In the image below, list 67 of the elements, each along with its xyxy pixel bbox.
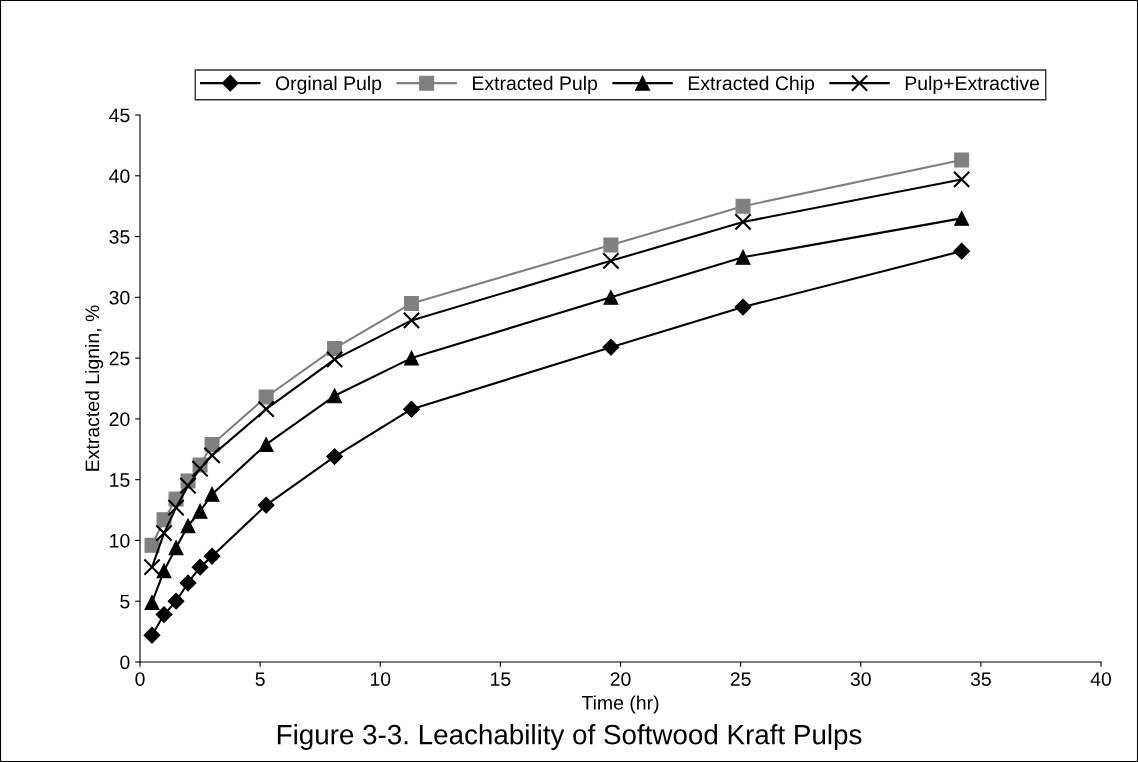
point <box>953 242 971 260</box>
point <box>167 592 185 610</box>
y-tick-label: 5 <box>120 594 130 609</box>
point <box>954 152 970 168</box>
legend-label: Pulp+Extractive <box>905 75 1040 94</box>
point <box>734 213 752 231</box>
point <box>258 389 274 405</box>
legend-label: Extracted Pulp <box>473 75 598 94</box>
point <box>402 311 421 330</box>
point <box>602 252 620 270</box>
y-tick-label: 10 <box>110 533 130 548</box>
y-tick-label: 40 <box>109 169 130 184</box>
x-tick-label: 40 <box>1090 672 1112 686</box>
point <box>954 210 970 226</box>
x-tick-label: 10 <box>370 672 391 686</box>
y-tick-label: 30 <box>109 290 130 305</box>
point <box>257 496 275 514</box>
point <box>143 558 161 576</box>
point <box>603 237 619 253</box>
point <box>258 436 274 452</box>
y-tick-label: 45 <box>109 108 130 123</box>
x-tick-label: 20 <box>610 672 631 686</box>
legend-label: Extracted Chip <box>688 75 815 94</box>
point <box>191 558 209 576</box>
legend-label: Orginal Pulp <box>275 75 382 94</box>
x-tick-label: 0 <box>135 672 145 686</box>
x-tick-label: 5 <box>255 672 265 686</box>
point <box>168 540 184 556</box>
x-axis-title: Time (hr) <box>581 695 659 714</box>
text: Figure 3-3. Leachability of Softwood Kraft Pulps <box>277 724 862 750</box>
point <box>179 574 197 592</box>
point <box>327 388 343 404</box>
x-tick-label: 15 <box>491 672 511 686</box>
x-tick-label: 25 <box>730 672 751 686</box>
y-tick-label: 20 <box>109 412 130 427</box>
y-axis-title: Extracted Lignin, % <box>84 305 104 471</box>
point <box>735 198 751 214</box>
y-tick-label: 35 <box>109 230 130 244</box>
point <box>403 400 420 418</box>
point <box>179 477 197 495</box>
x-tick-label: 30 <box>850 672 871 686</box>
point <box>735 249 751 265</box>
point <box>325 350 344 369</box>
point <box>326 448 344 465</box>
x-tick-label: 35 <box>970 672 991 686</box>
point <box>144 594 160 610</box>
y-tick-label: 15 <box>110 473 130 487</box>
y-tick-label: 25 <box>109 351 130 366</box>
point <box>180 518 196 534</box>
y-tick-label: 0 <box>120 655 130 670</box>
point <box>191 460 209 478</box>
point <box>167 498 185 517</box>
point <box>403 350 419 366</box>
point <box>734 298 752 316</box>
point <box>192 503 208 519</box>
point <box>155 524 173 542</box>
point <box>952 170 971 189</box>
point <box>143 626 161 644</box>
point <box>403 295 419 311</box>
point <box>204 486 220 502</box>
point <box>203 446 221 465</box>
point <box>155 606 173 624</box>
point <box>156 563 172 579</box>
point <box>603 289 619 305</box>
point <box>257 400 275 418</box>
point <box>602 338 620 356</box>
point <box>203 547 221 565</box>
